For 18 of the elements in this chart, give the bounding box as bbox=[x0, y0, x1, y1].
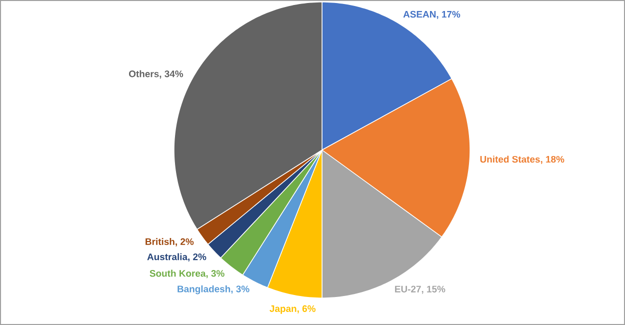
data-label: , 34% bbox=[160, 70, 184, 79]
data-label: , 3% bbox=[206, 270, 224, 278]
slice-label: South Korea bbox=[150, 270, 206, 277]
slice-label: Others bbox=[129, 70, 159, 78]
slice-label: British bbox=[146, 238, 174, 246]
data-label: , 17% bbox=[436, 10, 460, 19]
data-label: , 18% bbox=[540, 156, 564, 164]
slice-label: EU-27 bbox=[395, 286, 421, 292]
data-label: , 15% bbox=[422, 286, 446, 294]
slice-label: Australia bbox=[147, 253, 188, 260]
data-label: , 2% bbox=[176, 238, 194, 246]
data-label: , 3% bbox=[231, 286, 250, 294]
slice-label: Japan bbox=[270, 305, 296, 314]
data-label: , 6% bbox=[297, 305, 316, 314]
slice-label: ASEAN bbox=[403, 10, 436, 18]
slice-label: Bangladesh bbox=[178, 285, 230, 294]
slice-label: United States bbox=[480, 156, 540, 163]
data-label: , 2% bbox=[188, 253, 206, 262]
